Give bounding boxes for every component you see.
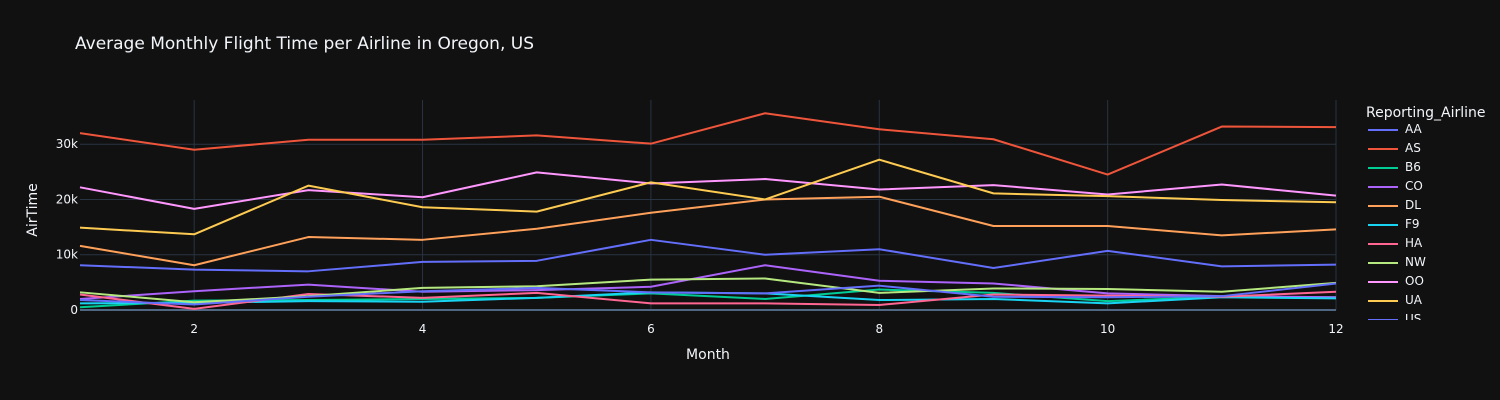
legend-item-aa[interactable]: AA xyxy=(1362,120,1492,139)
legend-item-as[interactable]: AS xyxy=(1362,139,1492,158)
x-tick-label: 2 xyxy=(190,322,198,336)
legend: AA AS B6 CO DL F9 HA NW OO UA US xyxy=(1362,120,1500,320)
legend-label: UA xyxy=(1405,293,1422,307)
legend-swatch xyxy=(1368,300,1398,302)
legend-label: CO xyxy=(1405,179,1423,193)
legend-swatch xyxy=(1368,262,1398,264)
series-lines xyxy=(79,112,1337,310)
legend-item-b6[interactable]: B6 xyxy=(1362,158,1492,177)
y-axis-label: AirTime xyxy=(25,183,41,236)
y-tick-label: 30k xyxy=(56,137,78,151)
legend-item-nw[interactable]: NW xyxy=(1362,253,1492,272)
legend-item-f9[interactable]: F9 xyxy=(1362,215,1492,234)
legend-label: F9 xyxy=(1405,217,1420,231)
legend-label: NW xyxy=(1405,255,1426,269)
legend-label: HA xyxy=(1405,236,1423,250)
series-line-b6 xyxy=(79,288,1337,309)
series-line-aa xyxy=(79,238,1337,273)
legend-item-oo[interactable]: OO xyxy=(1362,272,1492,291)
legend-item-ua[interactable]: UA xyxy=(1362,291,1492,310)
x-tick-label: 12 xyxy=(1328,322,1343,336)
series-line-co xyxy=(79,264,1337,300)
legend-swatch xyxy=(1368,319,1398,320)
legend-swatch xyxy=(1368,281,1398,283)
legend-swatch xyxy=(1368,129,1398,131)
legend-label: US xyxy=(1405,312,1422,320)
x-tick-label: 8 xyxy=(875,322,883,336)
x-tick-label: 6 xyxy=(647,322,655,336)
legend-label: DL xyxy=(1405,198,1421,212)
series-line-as xyxy=(79,112,1337,176)
legend-item-us[interactable]: US xyxy=(1362,310,1492,320)
series-line-us xyxy=(79,282,1337,306)
legend-item-ha[interactable]: HA xyxy=(1362,234,1492,253)
legend-swatch xyxy=(1368,205,1398,207)
legend-item-dl[interactable]: DL xyxy=(1362,196,1492,215)
legend-label: OO xyxy=(1405,274,1424,288)
series-line-ua xyxy=(79,158,1337,236)
y-tick-label: 20k xyxy=(56,192,78,206)
legend-swatch xyxy=(1368,167,1398,169)
legend-label: B6 xyxy=(1405,160,1421,174)
chart-title: Average Monthly Flight Time per Airline … xyxy=(75,34,534,54)
legend-swatch xyxy=(1368,243,1398,245)
y-tick-label: 10k xyxy=(56,248,78,262)
legend-swatch xyxy=(1368,148,1398,150)
legend-title: Reporting_Airline xyxy=(1366,105,1486,121)
legend-swatch xyxy=(1368,224,1398,226)
series-line-dl xyxy=(79,195,1337,267)
y-tick-label: 0 xyxy=(70,303,78,317)
legend-swatch xyxy=(1368,186,1398,188)
x-tick-label: 4 xyxy=(419,322,427,336)
legend-item-co[interactable]: CO xyxy=(1362,177,1492,196)
axis-ticks: 2 4 6 8 10 12 0 10k 20k 30k xyxy=(56,137,1344,336)
legend-label: AS xyxy=(1405,141,1421,155)
x-axis-label: Month xyxy=(686,347,730,363)
x-tick-label: 10 xyxy=(1100,322,1115,336)
legend-label: AA xyxy=(1405,122,1422,136)
grid-lines xyxy=(80,100,1337,311)
